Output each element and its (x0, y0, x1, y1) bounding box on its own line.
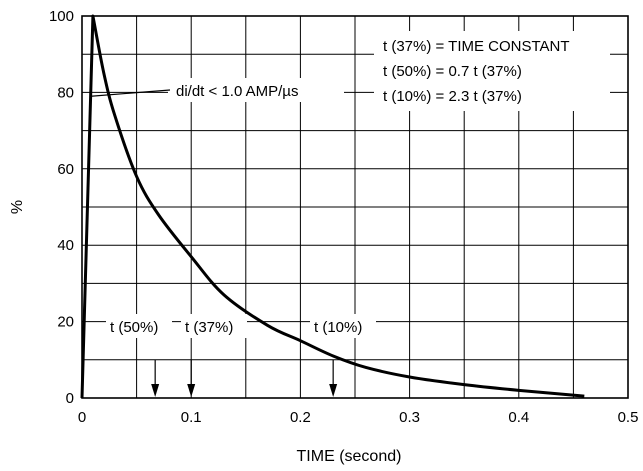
x-tick-label: 0.4 (508, 409, 529, 426)
formula-line-1: t (37%) = TIME CONSTANT (383, 38, 570, 55)
x-tick-label: 0.1 (181, 409, 202, 426)
formula-box: t (37%) = TIME CONSTANT t (50%) = 0.7 t … (374, 31, 610, 111)
y-tick-label: 60 (57, 161, 74, 178)
t37-label-background (181, 314, 247, 338)
x-tick-label: 0 (78, 409, 86, 426)
formula-line-3: t (10%) = 2.3 t (37%) (383, 88, 522, 105)
formula-line-2: t (50%) = 0.7 t (37%) (383, 63, 522, 80)
didt-label-background (168, 78, 344, 102)
y-tick-labels: 0 20 40 60 80 100 (49, 8, 74, 407)
y-tick-label: 0 (66, 390, 74, 407)
y-tick-label: 20 (57, 314, 74, 331)
t10-arrow-head (329, 384, 338, 397)
formula-box-background (374, 31, 610, 111)
time-markers: t (50%) t (37%) t (10%) (106, 314, 376, 397)
plot-frame (81, 15, 629, 399)
didt-label: di/dt < 1.0 AMP/µs (176, 83, 298, 100)
x-tick-label: 0.5 (618, 409, 639, 426)
t50-arrow-head (151, 384, 160, 397)
y-tick-label: 100 (49, 8, 74, 25)
x-tick-label: 0.3 (399, 409, 420, 426)
x-axis-label: TIME (second) (297, 448, 402, 465)
t10-label-background (310, 314, 376, 338)
t37-arrow-head (187, 384, 196, 397)
y-tick-label: 40 (57, 237, 74, 254)
x-tick-label: 0.2 (290, 409, 311, 426)
didt-leader-line (90, 89, 171, 97)
current-decay-curve (80, 14, 585, 399)
t50-marker: t (50%) (106, 314, 172, 397)
t50-label-background (106, 314, 172, 338)
x-tick-labels: 0 0.1 0.2 0.3 0.4 0.5 (78, 409, 639, 426)
t10-label: t (10%) (314, 319, 362, 336)
t37-marker: t (37%) (181, 314, 247, 397)
y-axis-label: % (9, 200, 26, 214)
didt-annotation: di/dt < 1.0 AMP/µs (90, 78, 344, 102)
t50-label: t (50%) (110, 319, 158, 336)
t10-marker: t (10%) (310, 314, 376, 397)
y-tick-label: 80 (57, 84, 74, 101)
axes (81, 15, 629, 399)
t37-label: t (37%) (185, 319, 233, 336)
